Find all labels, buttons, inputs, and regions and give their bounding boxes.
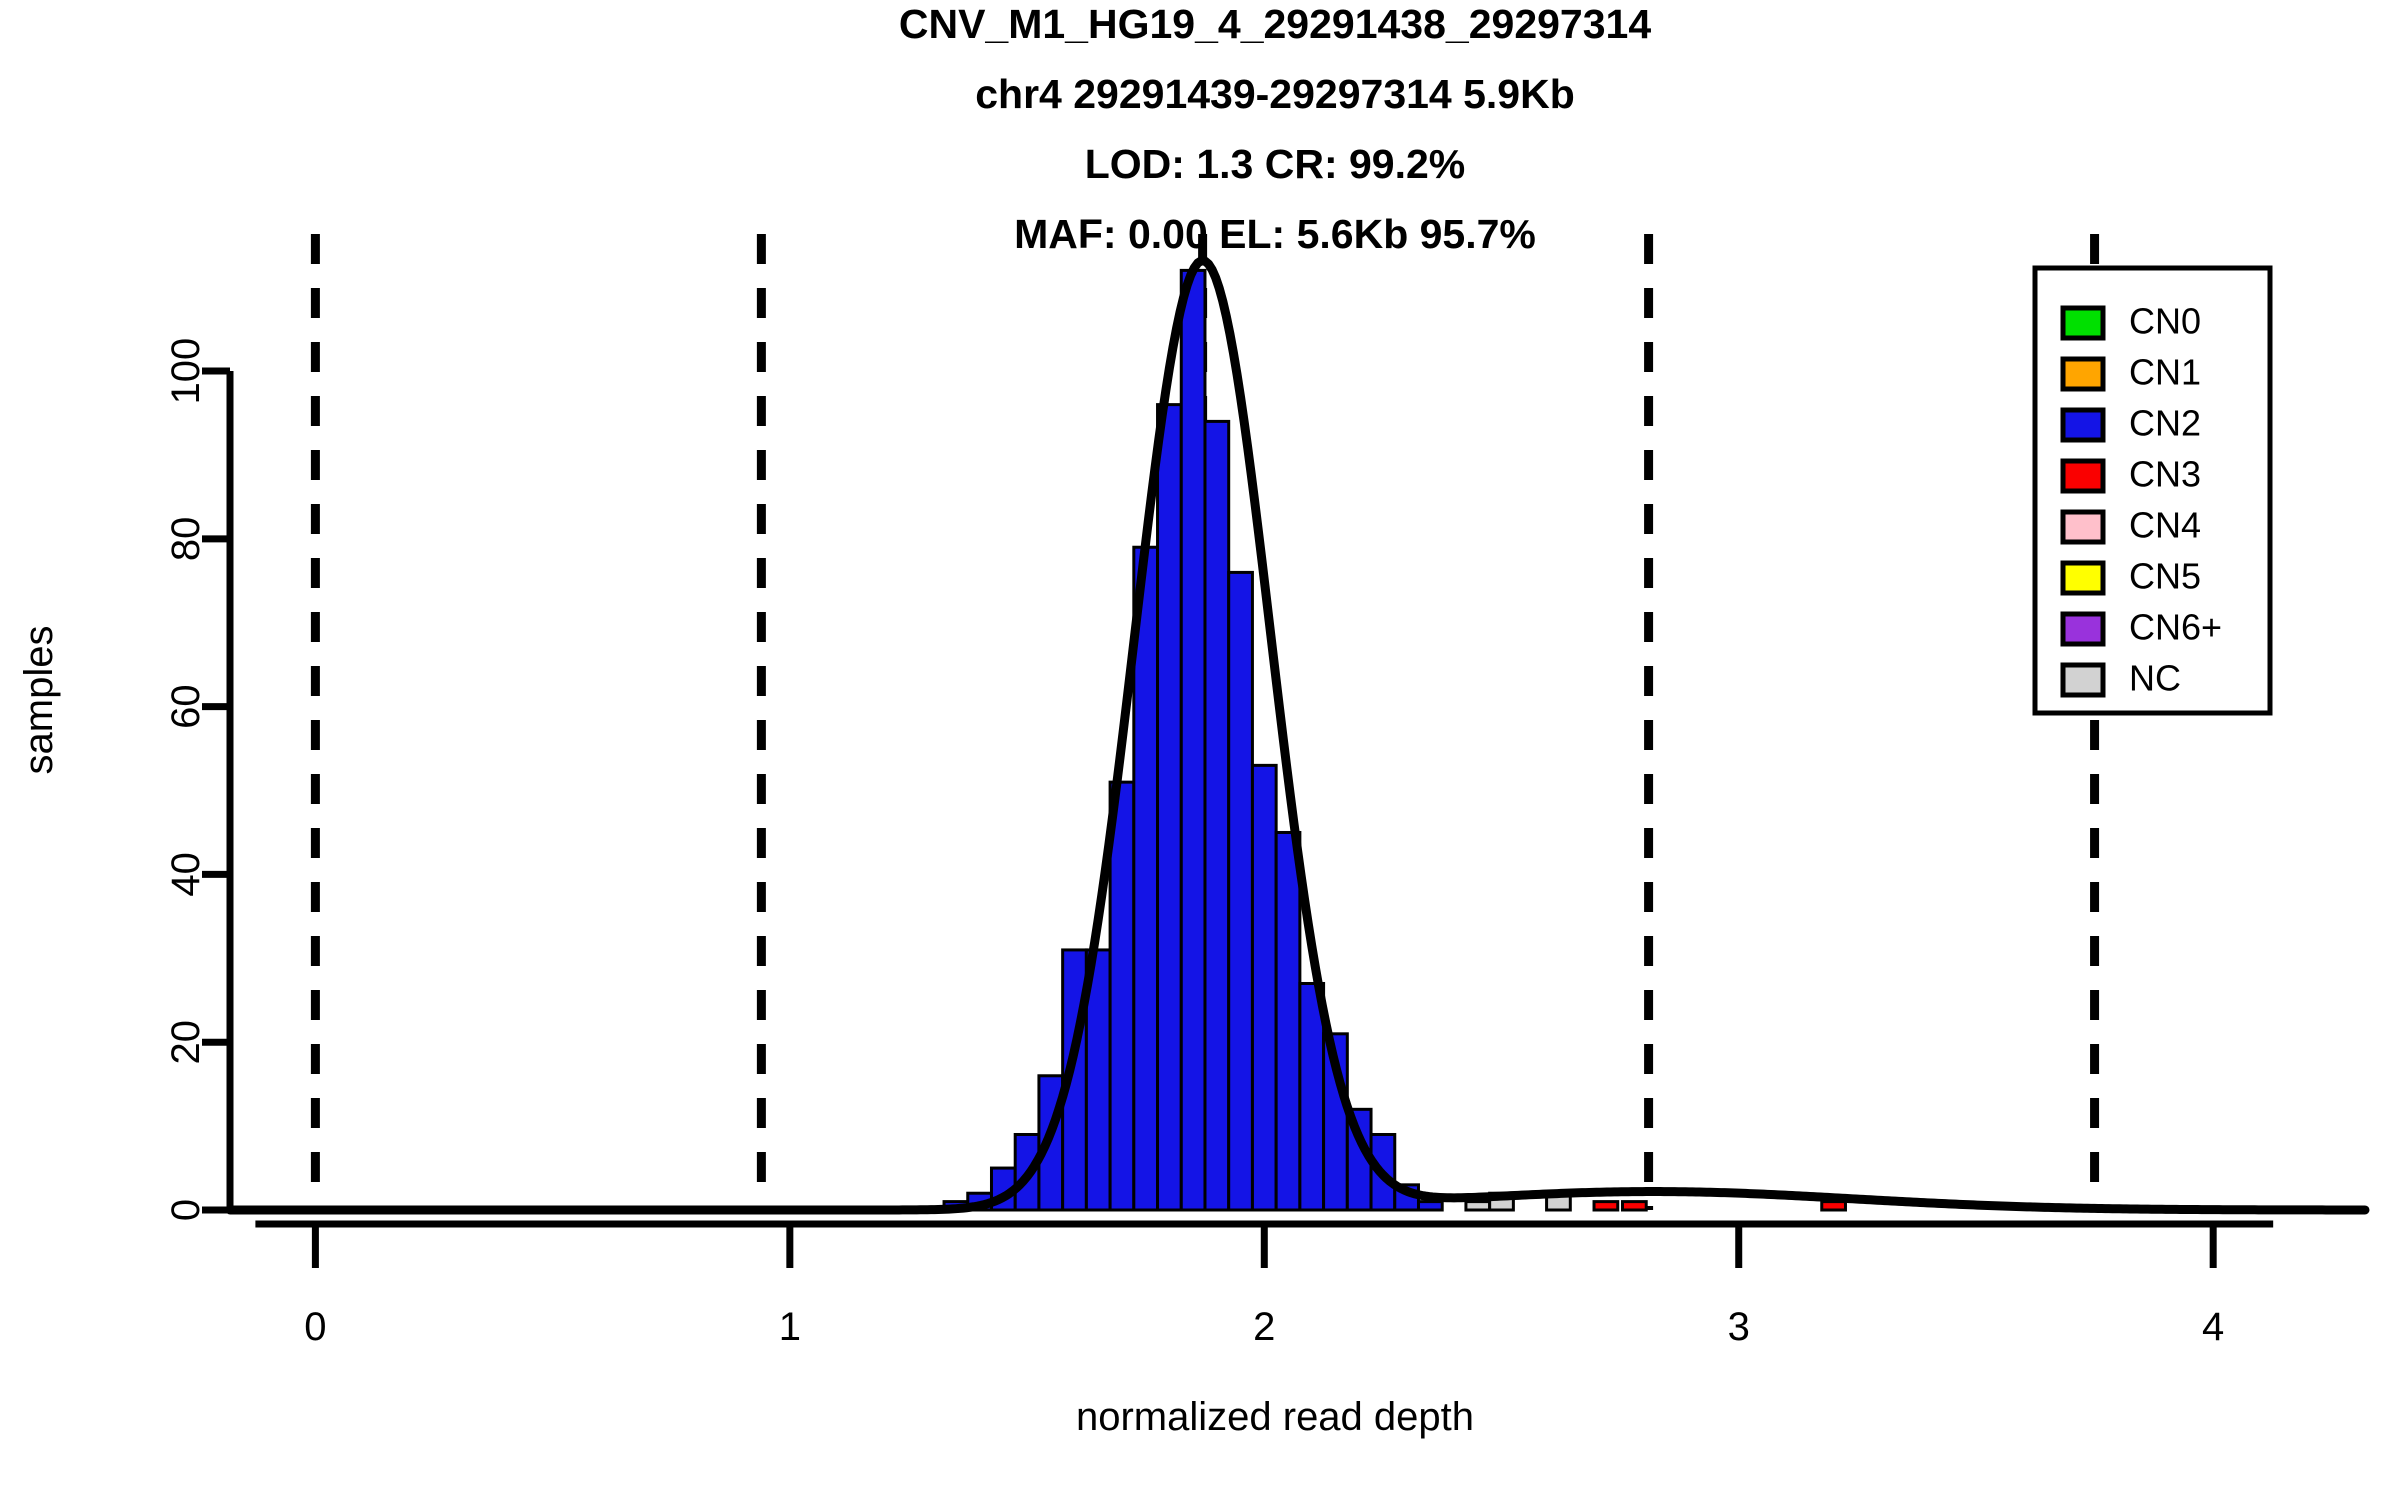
title-line-2: chr4 29291439-29297314 5.9Kb (975, 71, 1575, 117)
histogram-bar (1620, 1200, 1648, 1212)
title-line-4: MAF: 0.00 EL: 5.6Kb 95.7% (1014, 211, 1536, 257)
y-axis-tick-label: 20 (164, 1020, 208, 1065)
legend-label-nc: NC (2129, 658, 2181, 699)
y-axis-tick-label: 0 (164, 1199, 208, 1221)
x-axis-tick-label: 4 (2202, 1305, 2224, 1349)
histogram-bars-group (942, 268, 1847, 1212)
histogram-bar (1156, 403, 1183, 1212)
legend-swatch-cn1 (2060, 356, 2106, 392)
x-axis-tick-label: 3 (1728, 1305, 1750, 1349)
legend-swatch-cn6plus (2060, 611, 2106, 647)
legend-swatch-nc (2060, 662, 2106, 698)
legend-swatch-cn4 (2060, 509, 2106, 545)
histogram-bar (1416, 1200, 1444, 1212)
histogram-bar (1250, 763, 1278, 1212)
histogram-bar (1227, 570, 1254, 1212)
x-axis-tick-label: 1 (779, 1305, 801, 1349)
y-axis-tick-label: 60 (164, 684, 208, 729)
legend-label-cn2: CN2 (2129, 403, 2201, 444)
legend-swatch-cn2 (2060, 407, 2106, 443)
x-axis-group: 0 1 2 3 4 (255, 1220, 2274, 1349)
legend-group: CN0 CN1 CN2 CN3 CN4 CN5 CN6+ NC (2032, 265, 2273, 716)
histogram-bar (1274, 830, 1302, 1212)
legend-label-cn5: CN5 (2129, 556, 2201, 597)
y-axis-tick-label: 100 (164, 338, 208, 405)
x-axis-tick-label: 2 (1253, 1305, 1275, 1349)
density-curve-group (225, 256, 2370, 1215)
histogram-bar (1108, 780, 1136, 1212)
histogram-bar (1592, 1200, 1620, 1212)
x-axis-label: normalized read depth (1076, 1395, 1474, 1439)
y-axis-tick-label: 40 (164, 852, 208, 897)
legend-label-cn6plus: CN6+ (2129, 607, 2222, 648)
title-line-3: LOD: 1.3 CR: 99.2% (1085, 141, 1466, 187)
y-axis-label: samples (17, 626, 61, 775)
title-line-1: CNV_M1_HG19_4_29291438_29297314 (899, 1, 1651, 47)
histogram-bar (1464, 1200, 1492, 1212)
legend-label-cn1: CN1 (2129, 352, 2201, 393)
legend-swatch-cn3 (2060, 458, 2106, 494)
histogram-bar (1298, 981, 1326, 1212)
legend-label-cn3: CN3 (2129, 454, 2201, 495)
histogram-bar (1179, 268, 1207, 1212)
x-axis-tick-label: 0 (304, 1305, 326, 1349)
histogram-bar (1203, 419, 1231, 1212)
y-axis-tick-label: 80 (164, 517, 208, 562)
histogram-bar (1820, 1200, 1847, 1212)
legend-swatch-cn5 (2060, 560, 2106, 596)
legend-label-cn4: CN4 (2129, 505, 2201, 546)
y-axis-group: 0 20 40 60 80 100 (164, 338, 234, 1221)
legend-label-cn0: CN0 (2129, 301, 2201, 342)
legend-swatch-cn0 (2060, 305, 2106, 341)
density-curve (225, 256, 2370, 1215)
